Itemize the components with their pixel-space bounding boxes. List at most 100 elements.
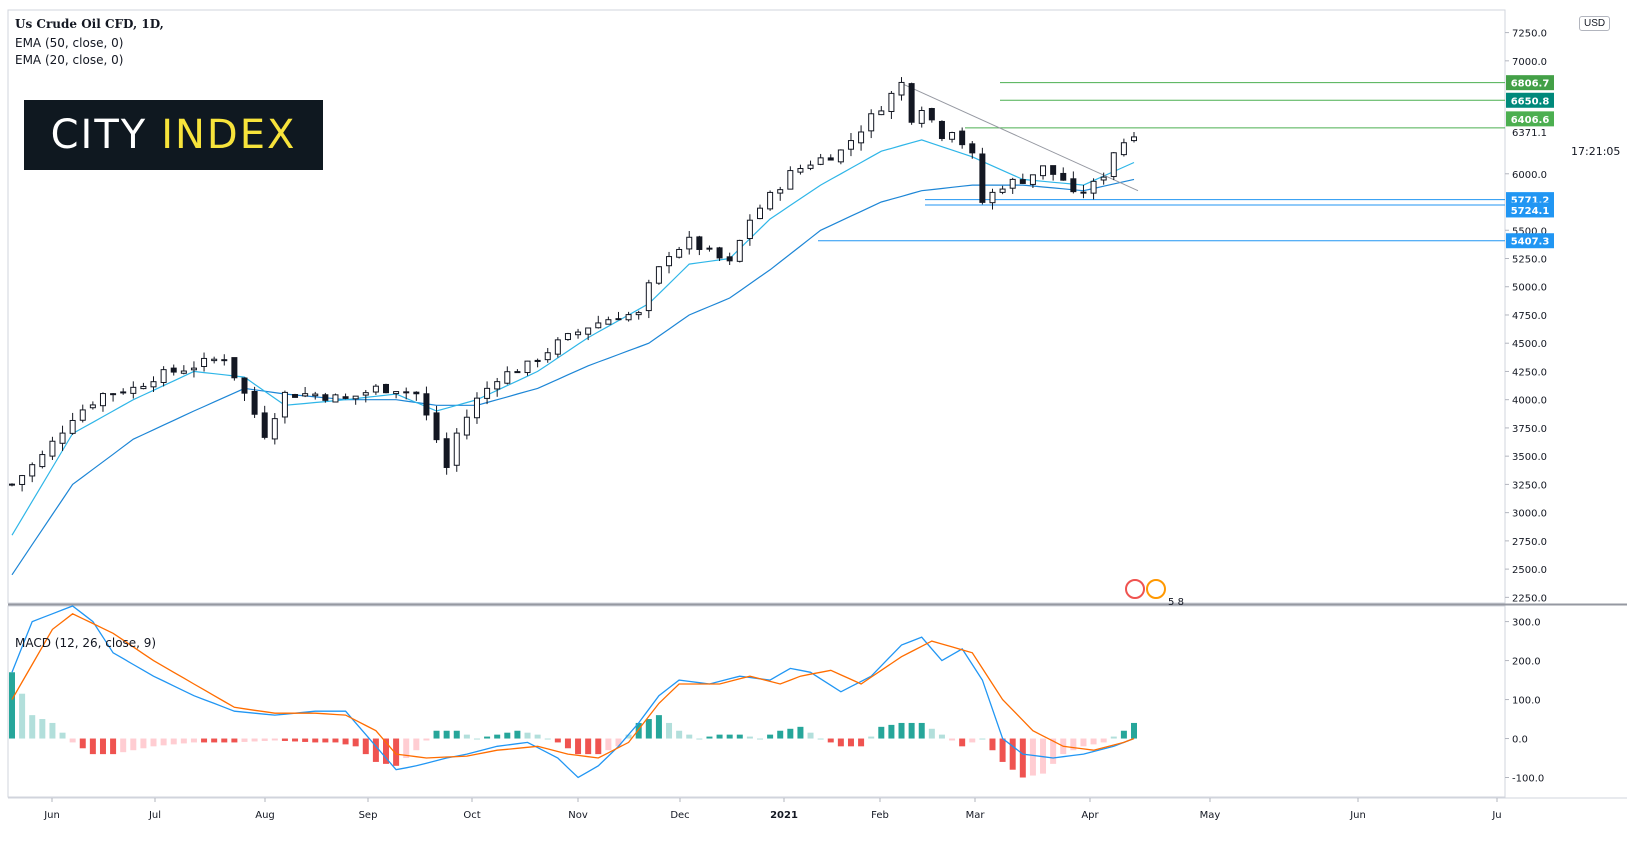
candle-body (271, 418, 278, 440)
histogram-bar (413, 738, 420, 751)
histogram-bar (989, 738, 996, 751)
histogram-bar (868, 736, 875, 739)
candle-body (302, 393, 309, 397)
resistance-6806-label: 6806.7 (1511, 79, 1550, 90)
candle-body (1131, 136, 1137, 142)
event-flag-icon (1125, 579, 1145, 599)
x-axis-label: Dec (670, 810, 689, 821)
candle-body (231, 357, 238, 379)
candle-body (554, 339, 561, 355)
histogram-bar (787, 728, 794, 739)
price-axis-label: 7250.0 (1512, 29, 1547, 40)
price-axis-label: 7000.0 (1512, 57, 1547, 68)
price-axis-label: 3250.0 (1512, 480, 1547, 491)
histogram-bar (1120, 730, 1127, 739)
ema50-legend: EMA (50, close, 0) (15, 36, 124, 50)
histogram-bar (504, 732, 511, 739)
candle-body (352, 395, 359, 400)
candle-body (372, 385, 379, 393)
histogram-bar (221, 738, 228, 743)
histogram-bar (110, 738, 117, 755)
candle-body (1110, 152, 1117, 178)
histogram-bar (79, 738, 86, 749)
histogram-bar (1080, 738, 1087, 747)
histogram-bar (1070, 738, 1077, 751)
candle-body (726, 256, 733, 262)
candle-body (605, 319, 612, 325)
histogram-bar (383, 738, 389, 764)
histogram-bar (524, 732, 531, 739)
histogram-bar (160, 738, 167, 746)
event-flags[interactable]: 5 8 (1168, 597, 1184, 608)
ema50-line (11, 178, 1135, 576)
histogram-bar (726, 734, 733, 739)
histogram-bar (837, 738, 844, 747)
macd-histogram (9, 672, 1137, 778)
histogram-bar (453, 730, 460, 739)
candle-body (898, 81, 905, 96)
macd-pane-border (7, 605, 1506, 798)
histogram-bar (251, 738, 258, 742)
histogram-bar (362, 738, 369, 755)
candle-body (322, 394, 329, 401)
histogram-bar (211, 738, 218, 743)
x-axis-label: Feb (871, 810, 889, 821)
candle-body (1060, 172, 1067, 181)
candle-body (251, 390, 258, 415)
histogram-bar (847, 738, 854, 747)
x-axis-label: Jun (43, 810, 60, 821)
histogram-bar (302, 738, 309, 742)
candle-body (686, 236, 693, 250)
candle-body (858, 131, 865, 144)
candle-body (1029, 174, 1036, 185)
candle-body (453, 432, 460, 466)
candle-body (524, 360, 531, 374)
candle-body (180, 370, 187, 374)
macd-axis-label: 0.0 (1512, 735, 1528, 746)
price-axis-label: 5000.0 (1512, 283, 1547, 294)
histogram-bar (312, 738, 319, 743)
histogram-bar (554, 738, 561, 743)
histogram-bar (130, 738, 137, 751)
x-axis-label: 2021 (770, 810, 798, 821)
candle-body (625, 314, 632, 321)
histogram-bar (9, 672, 15, 739)
histogram-bar (393, 738, 400, 766)
candle-body (473, 397, 480, 419)
histogram-bar (59, 732, 66, 739)
support-5724-tag (1506, 202, 1554, 218)
x-axis-label: Apr (1081, 810, 1099, 821)
histogram-bar (938, 734, 945, 739)
candle-body (847, 140, 854, 150)
histogram-bar (1131, 722, 1137, 739)
histogram-bar (878, 726, 885, 739)
candle-body (281, 391, 288, 418)
histogram-bar (757, 738, 763, 740)
candle-body (585, 327, 592, 335)
currency-badge[interactable]: USD (1579, 16, 1611, 31)
histogram-bar (514, 730, 521, 739)
histogram-bar (150, 738, 157, 747)
histogram-bar (423, 738, 430, 741)
histogram-bar (635, 722, 642, 739)
candle-body (383, 383, 389, 394)
event-flag-icon (1146, 579, 1166, 599)
x-axis-label: Nov (568, 810, 588, 821)
candle-body (312, 393, 319, 397)
histogram-bar (908, 722, 915, 739)
histogram-bar (807, 732, 814, 739)
histogram-bar (564, 738, 571, 749)
histogram-bar (999, 738, 1006, 762)
support-5407-label: 5407.3 (1511, 237, 1550, 248)
macd-axis-label: 100.0 (1512, 696, 1541, 707)
x-axis-label: Oct (463, 810, 480, 821)
candle-body (615, 318, 622, 321)
histogram-bar (898, 722, 905, 739)
event-count-a: 5 (1168, 597, 1175, 608)
histogram-bar (797, 726, 804, 739)
candle-body (544, 352, 551, 361)
histogram-bar (281, 738, 288, 741)
candle-body (150, 381, 157, 388)
histogram-bar (201, 738, 208, 743)
